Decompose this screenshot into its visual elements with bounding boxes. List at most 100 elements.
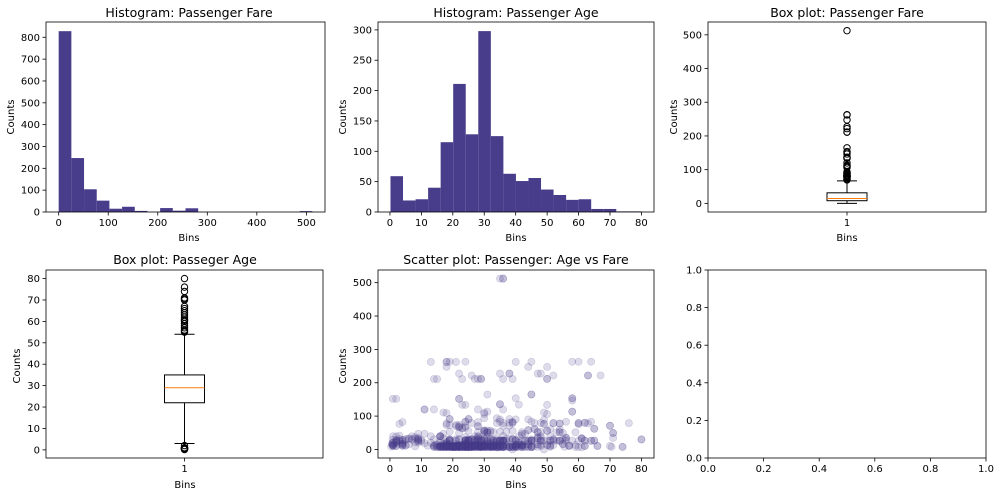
fare-boxplot-outlier	[843, 147, 851, 156]
age-fare-scatter-point	[461, 400, 470, 409]
age-fare-scatter-point	[496, 443, 504, 451]
age-fare-scatter-point	[480, 441, 489, 450]
age-fare-scatter-point	[408, 435, 416, 443]
age-fare-scatter-point	[508, 435, 517, 444]
age-fare-scatter-point	[486, 442, 495, 451]
age-fare-scatter-point	[527, 436, 536, 445]
age-fare-scatter-point	[470, 436, 479, 445]
age-histogram-bar	[603, 208, 617, 212]
age-fare-scatter-point	[452, 442, 460, 451]
age-fare-scatter-point	[502, 442, 511, 451]
age-fare-scatter-point	[496, 369, 504, 378]
age-fare-scatter-point	[448, 442, 457, 451]
age-fare-scatter-point	[481, 442, 490, 451]
age-fare-scatter-point	[458, 442, 467, 451]
age-fare-scatter-point	[527, 442, 536, 451]
age-fare-scatter-point	[530, 425, 539, 433]
age-fare-scatter-point	[467, 435, 476, 444]
age-fare-scatter-point	[549, 441, 558, 450]
age-fare-scatter-point	[439, 434, 448, 443]
age-fare-scatter-point	[574, 436, 583, 445]
age-fare-scatter-point	[533, 440, 542, 449]
age-fare-scatter-point	[392, 432, 401, 441]
age-fare-scatter-point	[502, 436, 511, 445]
age-fare-scatter-point	[562, 417, 570, 426]
age-fare-scatter-point	[533, 432, 542, 441]
age-fare-scatter-point	[486, 442, 495, 450]
age-fare-scatter-point	[461, 442, 470, 451]
age-fare-scatter-point	[445, 442, 454, 451]
fare-boxplot-ylabel: Counts	[669, 100, 680, 135]
age-fare-scatter-point	[452, 442, 460, 451]
age-fare-scatter-point	[455, 443, 464, 451]
age-fare-scatter-point	[455, 435, 464, 444]
age-fare-scatter-point	[514, 440, 523, 449]
age-fare-scatter-point	[426, 358, 435, 366]
age-fare-scatter-point	[442, 421, 451, 429]
fare-histogram-ytick-label: 700	[21, 55, 40, 66]
age-fare-scatter-point	[511, 415, 520, 424]
age-fare-scatter-point	[499, 442, 508, 450]
age-fare-scatter-point	[477, 442, 486, 451]
age-fare-scatter-point	[480, 435, 489, 443]
age-fare-scatter-point	[452, 440, 460, 448]
age-fare-scatter-point	[577, 434, 586, 443]
age-fare-scatter-point	[445, 435, 454, 444]
age-fare-scatter-point	[436, 442, 445, 451]
age-fare-scatter-point	[483, 433, 492, 442]
age-fare-scatter-point	[524, 426, 533, 435]
age-fare-scatter-point	[499, 421, 508, 430]
age-fare-scatter-point	[470, 435, 479, 444]
age-fare-scatter-point	[489, 441, 498, 450]
age-fare-scatter-point	[461, 433, 470, 442]
age-fare-scatter-point	[392, 442, 401, 450]
age-boxplot-ytick-label: 70	[27, 295, 40, 306]
age-fare-scatter-point	[450, 443, 459, 451]
age-fare-scatter-point	[474, 433, 482, 442]
age-fare-scatter-point	[508, 435, 517, 443]
fare-boxplot-outlier	[843, 144, 851, 152]
age-fare-scatter-xtick-label: 0	[387, 464, 393, 475]
age-fare-scatter-point	[461, 435, 470, 444]
age-fare-scatter-point	[474, 441, 482, 450]
age-fare-scatter-point	[499, 443, 508, 451]
age-fare-scatter-point	[536, 436, 545, 445]
fare-boxplot-ytick-label: 0	[696, 199, 702, 210]
age-fare-scatter-point	[521, 436, 530, 445]
age-boxplot-outlier	[180, 306, 189, 315]
age-fare-scatter-point	[480, 441, 489, 450]
fare-histogram-bar	[299, 211, 313, 212]
age-fare-scatter-point	[521, 442, 530, 451]
age-fare-scatter-point	[442, 440, 451, 449]
age-fare-scatter-point	[467, 442, 476, 451]
age-fare-scatter-point	[464, 442, 473, 451]
age-fare-scatter-point	[433, 375, 441, 383]
age-fare-scatter-point	[458, 442, 467, 451]
age-fare-scatter-point	[499, 274, 508, 283]
age-fare-scatter-point	[486, 442, 495, 451]
empty-axes-xtick-label: 1.0	[978, 464, 994, 475]
age-fare-scatter-point	[464, 436, 473, 445]
age-fare-scatter-point	[455, 443, 464, 451]
age-fare-scatter-point	[590, 436, 599, 445]
age-fare-scatter-point	[508, 442, 517, 451]
age-fare-scatter-point	[543, 410, 552, 418]
age-fare-scatter-xtick-label: 80	[635, 464, 648, 475]
age-fare-scatter-point	[404, 435, 413, 443]
age-fare-scatter-point	[470, 436, 479, 445]
age-boxplot-ytick-label: 0	[34, 445, 40, 456]
age-fare-scatter-point	[546, 442, 555, 451]
age-fare-scatter-point	[499, 436, 508, 445]
age-fare-scatter-point	[505, 435, 514, 443]
age-histogram-title: Histogram: Passenger Age	[433, 5, 599, 20]
age-boxplot-ytick-label: 30	[27, 381, 40, 392]
age-histogram-ytick-label: 200	[353, 86, 372, 97]
age-histogram-bar	[515, 181, 529, 212]
fare-boxplot-outlier	[843, 128, 851, 136]
age-fare-scatter-point	[518, 441, 526, 450]
age-fare-scatter-point	[477, 442, 486, 451]
fare-histogram-ytick-label: 800	[21, 33, 40, 44]
age-fare-scatter-point	[464, 442, 473, 451]
fare-histogram-xtick-label: 400	[247, 218, 266, 229]
age-fare-scatter-point	[540, 445, 548, 454]
